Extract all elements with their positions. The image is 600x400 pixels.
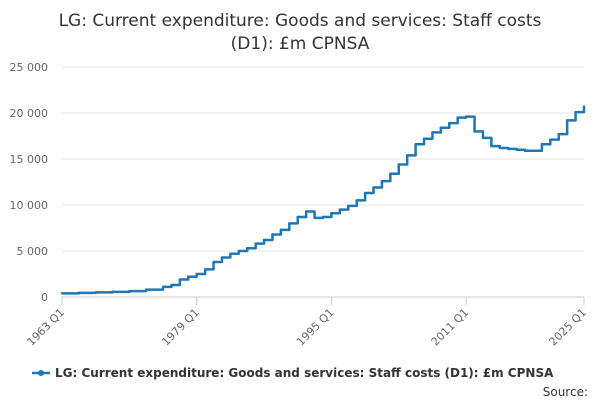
data-point: [187, 275, 190, 278]
data-point: [372, 186, 375, 189]
data-point: [279, 228, 283, 232]
data-point: [212, 260, 215, 264]
data-point: [380, 179, 384, 183]
data-point: [60, 292, 64, 295]
x-tick-label: 1963 Q1: [25, 306, 68, 349]
data-point: [448, 121, 451, 125]
data-point: [507, 147, 510, 151]
x-tick-label: 1979 Q1: [159, 306, 202, 349]
data-point: [203, 268, 207, 271]
data-point: [296, 215, 299, 219]
data-point: [288, 222, 291, 225]
data-point: [94, 291, 97, 294]
data-point: [582, 105, 586, 108]
data-point: [565, 119, 569, 122]
data-point: [229, 252, 232, 255]
data-point: [464, 115, 468, 118]
data-point: [313, 216, 316, 220]
data-point: [304, 210, 308, 213]
legend-swatch-marker: [38, 370, 44, 376]
y-tick-label: 0: [41, 291, 48, 304]
x-tick-label: 1995 Q1: [294, 306, 337, 349]
data-point: [338, 208, 342, 211]
data-point: [363, 191, 367, 195]
data-point: [347, 204, 350, 208]
y-tick-label: 15 000: [10, 153, 49, 166]
x-axis-ticks: 1963 Q1 1979 Q1 1995 Q1 2011 Q1 2025 Q1: [25, 297, 590, 349]
data-point: [170, 283, 173, 287]
data-point: [111, 290, 114, 294]
data-point: [237, 249, 241, 253]
data-point: [540, 143, 544, 146]
data-points: [60, 105, 586, 295]
x-tick-label: 2025 Q1: [547, 306, 590, 349]
data-point: [128, 289, 131, 293]
data-point: [389, 172, 392, 175]
data-point: [422, 137, 426, 140]
data-point: [397, 163, 400, 166]
data-point: [549, 138, 552, 141]
y-axis-ticks: 0 5 000 10 000 15 000 20 000 25 000: [10, 61, 49, 304]
data-point: [330, 212, 333, 215]
data-point: [473, 130, 476, 133]
data-point: [254, 242, 257, 245]
data-point: [271, 233, 274, 236]
data-point: [523, 149, 527, 152]
data-point: [490, 144, 493, 148]
data-point: [195, 272, 198, 276]
data-point: [574, 110, 577, 114]
y-tick-label: 25 000: [10, 61, 49, 74]
data-point: [431, 131, 434, 134]
data-point: [532, 149, 535, 152]
y-tick-label: 20 000: [10, 107, 49, 120]
chart-title-line-1: LG: Current expenditure: Goods and servi…: [59, 11, 542, 31]
y-tick-label: 10 000: [10, 199, 49, 212]
data-point: [321, 215, 325, 219]
data-point: [515, 148, 518, 151]
data-point: [144, 288, 148, 291]
series-line: [62, 106, 586, 295]
data-point: [456, 116, 459, 119]
data-point: [498, 146, 502, 150]
grid-lines: [62, 66, 584, 252]
data-point: [405, 154, 409, 157]
legend[interactable]: LG: Current expenditure: Goods and servi…: [32, 366, 554, 380]
data-point: [178, 278, 182, 281]
data-point: [220, 256, 224, 259]
x-tick-label: 2011 Q1: [429, 306, 472, 349]
data-point: [355, 199, 358, 202]
y-tick-label: 5 000: [17, 245, 49, 258]
data-point: [262, 238, 266, 242]
data-point: [439, 126, 443, 129]
data-point: [557, 132, 560, 136]
data-point: [77, 291, 81, 295]
chart-title-line-2: (D1): £m CPNSA: [231, 34, 370, 54]
source-label: Source:: [543, 385, 588, 399]
data-point: [481, 136, 485, 140]
data-point: [161, 285, 165, 289]
legend-label: LG: Current expenditure: Goods and servi…: [55, 366, 554, 380]
data-point: [414, 143, 417, 146]
data-point: [246, 247, 249, 250]
